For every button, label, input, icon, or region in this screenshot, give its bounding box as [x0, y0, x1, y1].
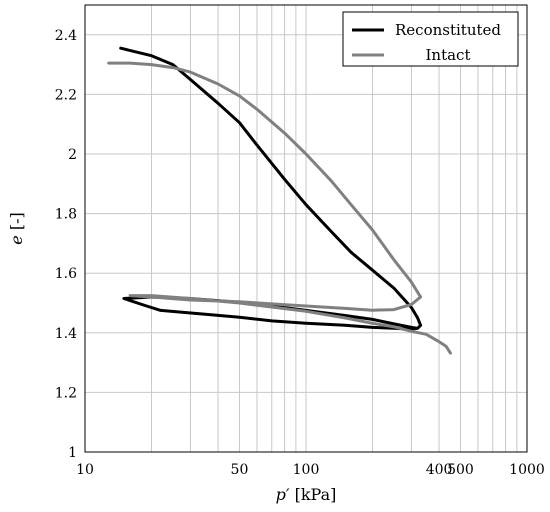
x-tick-label: 10 — [76, 462, 94, 478]
x-tick-label: 1000 — [509, 462, 545, 478]
y-tick-label: 2.4 — [55, 28, 77, 44]
grid-lines — [85, 5, 527, 452]
y-tick-label: 1.8 — [55, 207, 77, 223]
x-tick-label: 400 — [426, 462, 453, 478]
y-tick-label: 1.4 — [55, 326, 77, 342]
y-tick-label: 2 — [68, 147, 77, 163]
y-tick-label: 1.6 — [55, 266, 77, 282]
series-line-reconstituted — [119, 46, 423, 331]
series-line-intact — [107, 61, 452, 355]
y-axis-label: e [-] — [7, 212, 26, 244]
legend-label-reconstituted: Reconstituted — [395, 21, 501, 39]
x-tick-label: 100 — [293, 462, 320, 478]
y-tick-label: 2.2 — [55, 87, 77, 103]
y-tick-label: 1.2 — [55, 385, 77, 401]
legend-label-intact: Intact — [426, 46, 471, 64]
legend: Reconstituted Intact — [342, 11, 519, 67]
x-axis-label: p′ [kPa] — [276, 485, 337, 504]
y-tick-label: 1 — [68, 445, 77, 461]
x-tick-label: 500 — [447, 462, 474, 478]
plot-frame — [84, 4, 528, 453]
x-tick-label: 50 — [231, 462, 249, 478]
legend-box — [342, 11, 519, 67]
series-lines — [107, 46, 452, 355]
